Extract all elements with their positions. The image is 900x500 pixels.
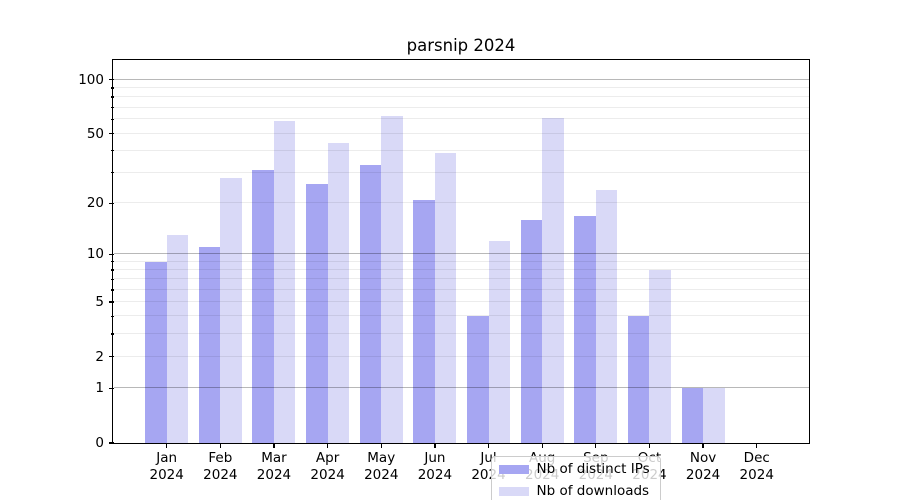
y-minor-tick-mark-3	[110, 333, 114, 335]
y-minor-tick-mark-4	[110, 315, 114, 317]
x-tick-mark-may-2024	[380, 443, 382, 448]
x-tick-mark-nov-2024	[702, 443, 704, 448]
y-tick-label-2: 2	[95, 348, 104, 365]
legend-label-distinct-ips: Nb of distinct IPs	[536, 461, 650, 477]
y-tick-label-20: 20	[86, 195, 104, 212]
y-minor-tick-mark-20	[110, 202, 114, 205]
y-minor-tick-mark-9	[110, 261, 114, 263]
y-tick-label-1: 1	[95, 380, 104, 397]
legend-swatch-downloads	[498, 486, 529, 496]
bar-nb-of-downloads-nov-2024	[703, 388, 725, 443]
y-tick-label-100: 100	[78, 71, 104, 88]
y-tick-label-10: 10	[86, 246, 104, 263]
y-tick-mark-10	[108, 253, 114, 255]
bar-nb-of-distinct-ips-mar-2024	[252, 170, 274, 443]
legend: Nb of distinct IPs Nb of downloads	[490, 455, 661, 500]
y-minor-tick-mark-80	[110, 96, 114, 98]
y-tick-label-0: 0	[95, 435, 104, 451]
x-tick-label-apr-2024: Apr 2024	[310, 450, 345, 483]
x-tick-mark-dec-2024	[756, 443, 758, 448]
x-tick-mark-sep-2024	[595, 443, 597, 448]
y-tick-label-50: 50	[86, 125, 104, 142]
y-minor-tick-mark-5	[110, 301, 114, 303]
y-tick-mark-1	[108, 387, 114, 390]
bars-layer	[114, 61, 810, 443]
legend-label-downloads: Nb of downloads	[536, 483, 650, 499]
bar-nb-of-distinct-ips-sep-2024	[574, 215, 596, 443]
y-minor-tick-mark-60	[110, 118, 114, 121]
plot-area: Nb of distinct IPs Nb of downloads	[108, 59, 811, 500]
y-minor-tick-mark-40	[110, 150, 114, 152]
bar-nb-of-distinct-ips-may-2024	[359, 165, 382, 443]
bar-nb-of-downloads-may-2024	[381, 115, 403, 443]
x-tick-mark-oct-2024	[648, 443, 651, 448]
bar-nb-of-downloads-oct-2024	[649, 270, 671, 443]
x-tick-mark-apr-2024	[326, 443, 329, 448]
bar-nb-of-distinct-ips-jun-2024	[413, 199, 435, 443]
x-tick-label-dec-2024: Dec 2024	[739, 450, 774, 483]
x-tick-label-may-2024: May 2024	[364, 450, 399, 483]
bar-nb-of-downloads-jul-2024	[488, 241, 511, 443]
x-tick-label-feb-2024: Feb 2024	[203, 450, 238, 483]
x-tick-mark-jul-2024	[487, 443, 490, 448]
chart-title: parsnip 2024	[406, 36, 516, 55]
x-tick-label-nov-2024: Nov 2024	[685, 450, 721, 483]
x-tick-mark-feb-2024	[219, 443, 221, 448]
y-minor-tick-mark-70	[110, 106, 114, 109]
bar-nb-of-downloads-jan-2024	[166, 235, 189, 443]
legend-item-distinct-ips: Nb of distinct IPs	[498, 461, 652, 478]
bar-nb-of-downloads-apr-2024	[327, 143, 350, 443]
bar-nb-of-distinct-ips-feb-2024	[198, 247, 221, 443]
bar-nb-of-downloads-mar-2024	[273, 120, 296, 443]
bar-nb-of-distinct-ips-oct-2024	[627, 316, 650, 443]
x-tick-label-jan-2024: Jan 2024	[149, 450, 184, 483]
bar-nb-of-distinct-ips-aug-2024	[520, 220, 543, 443]
x-tick-mark-jan-2024	[166, 443, 168, 448]
y-tick-mark-0	[108, 442, 114, 444]
legend-item-downloads: Nb of downloads	[498, 483, 652, 500]
y-tick-mark-100	[108, 79, 114, 81]
y-tick-label-5: 5	[95, 293, 104, 310]
y-minor-tick-mark-6	[110, 289, 114, 291]
y-minor-tick-mark-30	[110, 172, 114, 174]
bar-nb-of-downloads-sep-2024	[595, 189, 618, 443]
bar-nb-of-distinct-ips-jan-2024	[145, 261, 167, 443]
bar-nb-of-downloads-jun-2024	[434, 152, 457, 443]
bar-nb-of-distinct-ips-apr-2024	[306, 183, 328, 443]
bar-nb-of-distinct-ips-jul-2024	[467, 316, 489, 443]
x-tick-label-mar-2024: Mar 2024	[256, 450, 292, 483]
bar-nb-of-downloads-aug-2024	[542, 118, 564, 443]
y-minor-tick-mark-8	[110, 269, 114, 271]
legend-swatch-distinct-ips	[498, 464, 529, 474]
bar-nb-of-downloads-feb-2024	[220, 177, 242, 443]
x-tick-mark-aug-2024	[541, 443, 543, 448]
x-tick-mark-jun-2024	[434, 443, 436, 448]
y-minor-tick-mark-2	[110, 355, 114, 358]
bar-nb-of-distinct-ips-nov-2024	[681, 388, 704, 443]
y-minor-tick-mark-50	[110, 132, 114, 135]
y-minor-tick-mark-90	[110, 87, 114, 89]
x-tick-label-jun-2024: Jun 2024	[417, 450, 453, 483]
y-minor-tick-mark-7	[110, 278, 114, 280]
x-tick-mark-mar-2024	[273, 443, 275, 448]
